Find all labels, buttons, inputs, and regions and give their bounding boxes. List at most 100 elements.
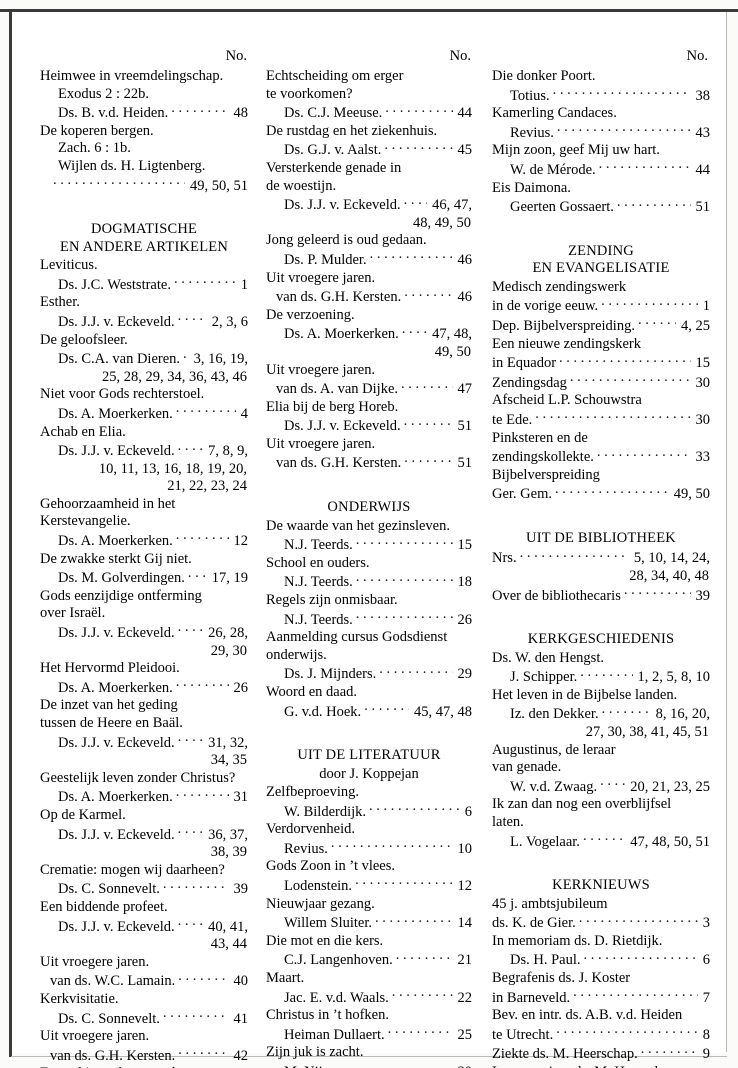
index-entry-pages: 15: [695, 355, 711, 372]
index-entry: Gods eenzijdige ontferming over Israël. Ds…: [40, 588, 248, 660]
leader-dots: [392, 988, 453, 1002]
index-entry-pages-cont: 10, 11, 13, 16, 18, 19, 20,: [98, 460, 247, 477]
index-entry-pages-cont: 29, 30: [210, 642, 247, 659]
index-entry-author: Totius.: [510, 87, 550, 104]
index-entry-pages: 8, 16, 20,: [655, 706, 710, 723]
index-entry-title: Kamerling Candaces.: [492, 105, 617, 122]
leader-dots: [388, 1025, 453, 1039]
page-frame-bottom: [11, 1056, 727, 1057]
index-entry-title: Nieuwjaar gezang.: [266, 895, 375, 912]
index-entry-subtitle: Zach. 6 : 1b.: [58, 140, 131, 157]
index-entry: Uit vroegere jaren. van ds. G.H. Kersten.…: [266, 270, 472, 307]
index-entry-title: Christus in ’t hofken.: [266, 1007, 389, 1024]
index-entry-leader-row: Ds. J.C. Weststrate. 1: [40, 275, 248, 295]
index-entry-leader-row: Jac. E. v.d. Waals. 22: [266, 988, 472, 1008]
leader-dots: [178, 971, 228, 985]
index-entry-leader-row: Ds. C. Sonnevelt. 41: [40, 1009, 248, 1029]
index-entry-pages: 51: [695, 199, 711, 216]
index-entry: Nrs. 5, 10, 14, 24,28, 34, 40, 48: [492, 548, 710, 585]
leader-dots: [375, 913, 452, 927]
index-entry-author: J. Schipper.: [510, 669, 578, 686]
leader-dots: [570, 373, 691, 387]
index-entry-title: Augustinus, de leraar: [492, 741, 616, 758]
leader-dots: [600, 777, 625, 791]
leader-dots: [356, 610, 453, 624]
page-frame-left: [9, 9, 12, 1057]
index-entry-title: Gods eenzijdige ontferming: [40, 587, 202, 604]
section-heading: KERKGESCHIEDENIS: [527, 631, 675, 648]
index-entry-pages: 17, 19: [211, 570, 248, 587]
index-entry-leader-row: Ds. J.J. v. Eckeveld. 7, 8, 9,: [40, 441, 248, 461]
index-entry: Gods Zoon in ’t vlees. Lodenstein. 12: [266, 858, 472, 895]
index-entry-title: De zwakke sterkt Gij niet.: [40, 550, 192, 567]
index-entry-leader-row: N.J. Teerds. 26: [266, 610, 472, 630]
index-entry-author: W. de Mérode.: [510, 161, 596, 178]
index-entry-title: De inzet van het geding: [40, 697, 178, 714]
index-entry-pages: 45: [457, 142, 473, 159]
index-entry-leader-row: Ds. A. Moerkerken. 4: [40, 404, 248, 424]
index-entry-author: Ds. J.J. v. Eckeveld.: [58, 734, 175, 751]
index-entry-title: Op de Karmel.: [40, 806, 126, 823]
index-entry: De zwakke sterkt Gij niet. Ds. M. Golverd…: [40, 551, 248, 588]
index-entry-pages: 1: [240, 276, 248, 293]
index-entry: Uit vroegere jaren. van ds. W.C. Lamain. 4…: [40, 954, 248, 991]
leader-dots: [638, 316, 676, 330]
index-entry-leader-row: Ds. J.J. v. Eckeveld. 36, 37,: [40, 825, 248, 845]
index-entry-leader-row: Ds. C.A. van Dieren. 3, 16, 19,: [40, 349, 248, 369]
index-entry: Die donker Poort. Totius. 38: [492, 68, 710, 105]
index-entry: Pinksteren en de zendingskollekte. 33: [492, 430, 710, 467]
index-entry-pages: 31: [233, 789, 249, 806]
index-entry-author: van ds. G.H. Kersten.: [276, 289, 402, 306]
index-entry: Achab en Elia. Ds. J.J. v. Eckeveld. 7, 8,…: [40, 424, 248, 496]
index-entry-author: M. Nijsse.: [284, 1064, 344, 1068]
index-entry-title-cont: over Israël.: [40, 605, 106, 622]
index-entry-pages: 38: [695, 87, 711, 104]
index-entry-pages: 51: [457, 455, 473, 472]
leader-dots: [369, 802, 460, 816]
leader-dots: [355, 876, 452, 890]
leader-dots: [579, 913, 698, 927]
index-entry-title: Die mot en die kers.: [266, 932, 384, 949]
index-entry: Een schip op het strand.Ds. C. Sonnevelt…: [40, 1065, 248, 1068]
index-entry-author: Over de bibliothecaris: [492, 587, 621, 604]
index-entry-author: Ds. J.J. v. Eckeveld.: [58, 313, 175, 330]
index-entry-pages: 33: [695, 449, 711, 466]
index-entry-title: Uit vroegere jaren.: [266, 361, 376, 378]
index-entry-pages: 46: [457, 289, 473, 306]
index-entry-author: Ds. J.C. Weststrate.: [58, 276, 171, 293]
leader-dots: [178, 623, 203, 637]
index-entry-title-cont: te voorkomen?: [266, 85, 353, 102]
index-entry-author: Ds. J.J. v. Eckeveld.: [58, 443, 175, 460]
index-entry-pages: 4: [240, 405, 248, 422]
index-entry-pages: 26: [233, 679, 249, 696]
index-entry-leader-row: Willem Sluiter. 14: [266, 913, 472, 933]
leader-dots: [557, 123, 691, 137]
leader-dots: [176, 678, 229, 692]
leader-dots: [178, 917, 203, 931]
index-entry-title: Geestelijk leven zonder Christus?: [40, 769, 236, 786]
index-entry: De verzoening. Ds. A. Moerkerken. 47, 48,4…: [266, 307, 472, 362]
index-entry-leader-row: Ds. A. Moerkerken. 26: [40, 678, 248, 698]
index-entry-pages: 10: [457, 840, 473, 857]
index-entry-author: Ds. A. Moerkerken.: [58, 405, 173, 422]
leader-dots: [331, 839, 453, 853]
leader-dots: [370, 250, 453, 264]
index-entry-pages: 14: [457, 915, 473, 932]
index-entry-author: Ziekte ds. M. Heerschap.: [492, 1046, 638, 1063]
index-entry-leader-row: te Ede. 30: [492, 410, 710, 430]
index-entry-leader-row: W. de Mérode. 44: [492, 160, 710, 180]
leader-dots: [176, 787, 229, 801]
index-entry-pages: 8: [702, 1026, 710, 1043]
index-entry: Uit vroegere jaren. van ds. G.H. Kersten.…: [266, 436, 472, 473]
leader-dots: [402, 324, 427, 338]
leader-dots: [396, 950, 453, 964]
leader-dots: [401, 379, 452, 393]
index-entry-pages: 22: [457, 989, 473, 1006]
index-entry-pages: 2, 3, 6: [211, 313, 248, 330]
index-entry: Gehoorzaamheid in het Kerstevangelie. Ds. …: [40, 496, 248, 551]
index-entry-pages: 26: [457, 611, 473, 628]
index-entry-leader-row: Ds. J.J. v. Eckeveld. 40, 41,: [40, 917, 248, 937]
index-entry: Een biddende profeet. Ds. J.J. v. Eckevel…: [40, 899, 248, 954]
leader-dots: [559, 353, 690, 367]
index-entry: De koperen bergen. Zach. 6 : 1b. Wijlen ds…: [40, 123, 248, 195]
